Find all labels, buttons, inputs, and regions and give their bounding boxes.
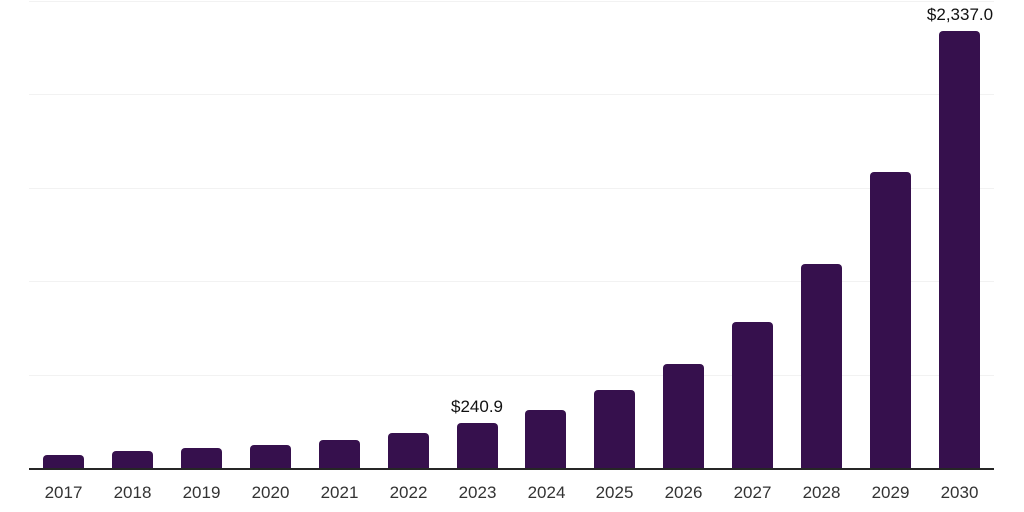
x-tick-2018: 2018 — [113, 483, 152, 502]
x-tick-2022: 2022 — [389, 483, 428, 502]
bar-2030[interactable] — [939, 31, 980, 468]
x-tick-2029: 2029 — [871, 483, 910, 502]
x-tick-2017: 2017 — [44, 483, 83, 502]
gridline-1500 — [29, 188, 994, 189]
x-tick-2026: 2026 — [664, 483, 703, 502]
x-tick-2019: 2019 — [182, 483, 221, 502]
x-tick-2020: 2020 — [251, 483, 290, 502]
data-label-2030: $2,337.0 — [926, 5, 994, 24]
x-tick-2023: 2023 — [458, 483, 497, 502]
bar-2025[interactable] — [594, 390, 635, 468]
bar-2023[interactable] — [457, 423, 498, 468]
gridline-2000 — [29, 94, 994, 95]
x-tick-2021: 2021 — [320, 483, 359, 502]
x-axis-line — [29, 468, 994, 470]
bar-2020[interactable] — [250, 445, 291, 468]
bar-2019[interactable] — [181, 448, 222, 468]
bar-2022[interactable] — [388, 433, 429, 468]
x-tick-2024: 2024 — [527, 483, 566, 502]
x-tick-2027: 2027 — [733, 483, 772, 502]
x-tick-2030: 2030 — [940, 483, 979, 502]
bar-2024[interactable] — [525, 410, 566, 468]
gridline-500 — [29, 375, 994, 376]
bar-2027[interactable] — [732, 322, 773, 468]
bar-2021[interactable] — [319, 440, 360, 468]
gridline-2500 — [29, 1, 994, 2]
data-label-2023: $240.9 — [451, 397, 503, 416]
bar-2029[interactable] — [870, 172, 911, 468]
x-tick-2028: 2028 — [802, 483, 841, 502]
bar-2017[interactable] — [43, 455, 84, 468]
bar-2026[interactable] — [663, 364, 704, 468]
gridline-1000 — [29, 281, 994, 282]
x-tick-2025: 2025 — [595, 483, 634, 502]
bar-2018[interactable] — [112, 451, 153, 468]
bar-2028[interactable] — [801, 264, 842, 468]
